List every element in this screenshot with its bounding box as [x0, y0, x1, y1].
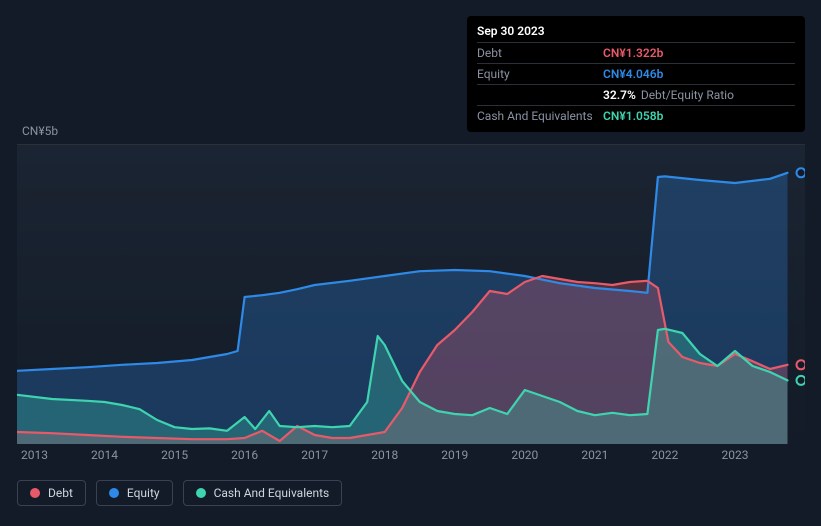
legend-item-cash[interactable]: Cash And Equivalents — [183, 480, 343, 506]
tooltip-row: 32.7% Debt/Equity Ratio — [477, 84, 795, 105]
tooltip-row-label: Equity — [477, 65, 603, 83]
tooltip-row-suffix: Debt/Equity Ratio — [638, 88, 734, 102]
legend: Debt Equity Cash And Equivalents — [17, 480, 342, 506]
tooltip-row-value: CN¥1.058b — [603, 107, 663, 125]
tooltip-row: DebtCN¥1.322b — [477, 42, 795, 63]
debt-end-marker — [797, 360, 806, 369]
x-tick: 2019 — [441, 448, 468, 462]
y-axis-label-max: CN¥5b — [22, 124, 58, 138]
equity-end-marker — [797, 168, 806, 177]
x-tick: 2013 — [21, 448, 48, 462]
legend-item-debt[interactable]: Debt — [17, 480, 86, 506]
tooltip-row-value: 32.7% Debt/Equity Ratio — [603, 86, 734, 104]
x-tick: 2023 — [721, 448, 748, 462]
tooltip-row: EquityCN¥4.046b — [477, 63, 795, 84]
x-tick: 2016 — [231, 448, 258, 462]
x-tick: 2015 — [161, 448, 188, 462]
debt-legend-dot — [30, 488, 40, 498]
tooltip-row-value: CN¥4.046b — [603, 65, 663, 83]
cash-end-marker — [797, 376, 806, 385]
x-tick: 2014 — [91, 448, 118, 462]
tooltip-title: Sep 30 2023 — [477, 22, 795, 42]
tooltip-row-value: CN¥1.322b — [603, 44, 663, 62]
tooltip-row-label: Debt — [477, 44, 603, 62]
tooltip-row-label: Cash And Equivalents — [477, 107, 603, 125]
legend-item-equity[interactable]: Equity — [96, 480, 173, 506]
x-tick: 2022 — [651, 448, 678, 462]
tooltip: Sep 30 2023 DebtCN¥1.322bEquityCN¥4.046b… — [467, 16, 805, 132]
legend-label: Equity — [127, 486, 160, 500]
x-tick: 2018 — [371, 448, 398, 462]
x-tick: 2020 — [511, 448, 538, 462]
legend-label: Cash And Equivalents — [214, 486, 330, 500]
chart-plot-area[interactable] — [17, 144, 805, 444]
equity-legend-dot — [109, 488, 119, 498]
x-tick: 2017 — [301, 448, 328, 462]
legend-label: Debt — [48, 486, 73, 500]
tooltip-row-label — [477, 86, 603, 104]
tooltip-row: Cash And EquivalentsCN¥1.058b — [477, 105, 795, 126]
x-axis: 2013 2014 2015 2016 2017 2018 2019 2020 2021 2022… — [17, 448, 805, 468]
x-tick: 2021 — [581, 448, 608, 462]
cash-legend-dot — [196, 488, 206, 498]
